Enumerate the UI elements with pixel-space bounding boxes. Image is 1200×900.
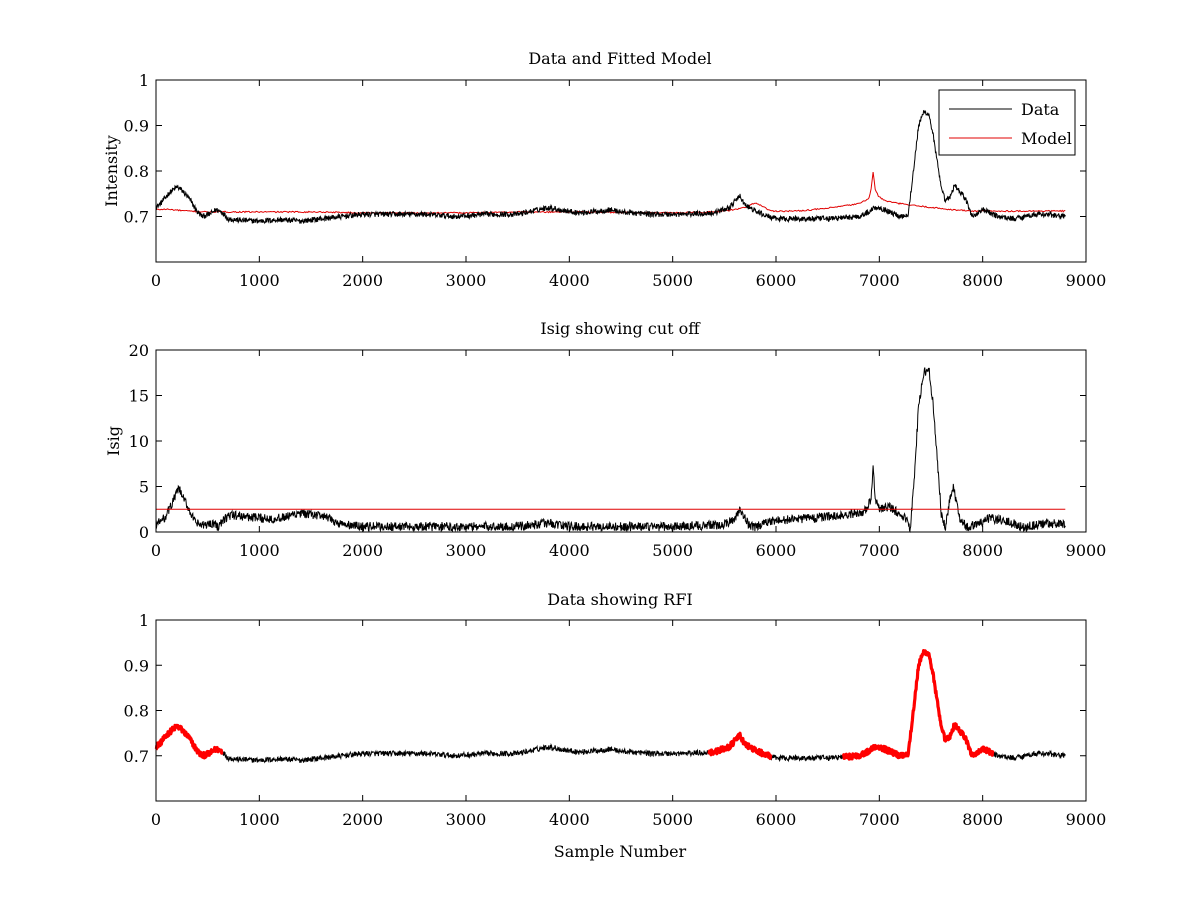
x-tick-label: 8000 (962, 541, 1003, 560)
x-tick-label: 4000 (549, 271, 590, 290)
x-tick-label: 2000 (342, 810, 383, 829)
panel2-ylabel: Isig (104, 426, 123, 456)
x-tick-label: 2000 (342, 271, 383, 290)
series-isig-line (155, 367, 1066, 534)
x-tick-label: 5000 (652, 810, 693, 829)
y-tick-label: 0.7 (124, 747, 149, 766)
panel1-legend: Data Model (938, 89, 1076, 156)
x-tick-label: 0 (151, 271, 161, 290)
y-tick-label: 20 (129, 341, 149, 360)
x-tick-label: 1000 (239, 541, 280, 560)
x-tick-label: 4000 (549, 810, 590, 829)
panel3-title: Data showing RFI (547, 590, 692, 609)
x-tick-label: 1000 (239, 810, 280, 829)
x-tick-label: 5000 (652, 271, 693, 290)
y-tick-label: 1 (139, 611, 149, 630)
panel2-title: Isig showing cut off (540, 319, 701, 338)
x-tick-label: 4000 (549, 541, 590, 560)
legend-label-data: Data (1021, 100, 1060, 119)
y-tick-label: 1 (139, 71, 149, 90)
x-tick-label: 6000 (756, 810, 797, 829)
y-tick-label: 0.7 (124, 208, 149, 227)
y-tick-label: 0.9 (124, 656, 149, 675)
x-tick-label: 9000 (1066, 810, 1107, 829)
panel3-xlabel: Sample Number (554, 842, 687, 861)
rfi-segment (707, 731, 773, 761)
x-tick-label: 3000 (446, 541, 487, 560)
panel-data-and-model: Data and Fitted Model Intensity 0 1000 200… (102, 49, 1106, 290)
y-tick-label: 5 (139, 478, 149, 497)
x-tick-label: 5000 (652, 541, 693, 560)
panel3-axes-box (155, 619, 1087, 802)
x-tick-label: 7000 (859, 541, 900, 560)
panel2-axes-box (155, 349, 1087, 533)
panel1-ylabel: Intensity (102, 135, 121, 207)
panel1-title: Data and Fitted Model (528, 49, 711, 68)
x-tick-label: 3000 (446, 810, 487, 829)
x-tick-label: 9000 (1066, 271, 1107, 290)
x-tick-label: 1000 (239, 271, 280, 290)
x-tick-label: 6000 (756, 271, 797, 290)
y-tick-label: 15 (129, 387, 149, 406)
rfi-segment (841, 648, 995, 761)
rfi-segment (154, 723, 224, 760)
panel-rfi: Data showing RFI 0 1000 2000 3000 4000 5000 60… (124, 590, 1107, 861)
x-tick-label: 8000 (962, 271, 1003, 290)
y-tick-label: 0.8 (124, 162, 149, 181)
x-tick-label: 3000 (446, 271, 487, 290)
y-tick-label: 0.9 (124, 117, 149, 136)
x-tick-label: 9000 (1066, 541, 1107, 560)
series-model-line (155, 171, 1066, 215)
x-tick-label: 6000 (756, 541, 797, 560)
legend-label-model: Model (1021, 129, 1072, 148)
x-tick-label: 0 (151, 541, 161, 560)
y-tick-label: 10 (129, 432, 149, 451)
panel1-axes-box (155, 79, 1087, 263)
y-tick-label: 0 (139, 523, 149, 542)
series-data-line (155, 109, 1066, 225)
x-tick-label: 8000 (962, 810, 1003, 829)
panel-isig: Isig showing cut off Isig 0 1000 2000 3000 4… (104, 319, 1106, 560)
legend-box (938, 89, 1076, 156)
x-tick-label: 0 (151, 810, 161, 829)
x-tick-label: 2000 (342, 541, 383, 560)
x-tick-label: 7000 (859, 810, 900, 829)
x-tick-label: 7000 (859, 271, 900, 290)
y-tick-label: 0.8 (124, 702, 149, 721)
